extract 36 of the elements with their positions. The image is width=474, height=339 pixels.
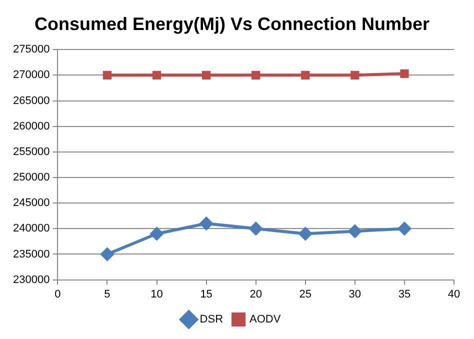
y-tick-label: 240000 [12,222,50,235]
y-tick-label: 255000 [12,146,50,158]
point [398,222,411,236]
point [152,70,162,80]
y-tick-label: 270000 [12,69,50,82]
y-tick-label: 245000 [12,197,50,210]
y-tick-label: 275000 [12,44,50,56]
point [249,222,262,236]
x-tick-label: 10 [150,288,163,300]
y-tick-label: 230000 [12,274,50,286]
point [150,227,164,240]
x-tick-label: 30 [348,288,362,300]
x-tick-label: 20 [250,288,262,300]
point [298,227,312,240]
x-tick-label: 5 [104,288,110,300]
point [102,70,112,80]
point [202,70,211,80]
x-tick-label: 35 [398,288,411,300]
x-tick-label: 40 [448,288,460,300]
point [252,70,260,80]
chart-title: Consumed Energy(Mj) Vs Connection Number [34,14,430,34]
point [350,70,360,80]
point [301,70,310,80]
y-tick-label: 235000 [12,248,50,260]
point [200,217,213,230]
legend-label: AODV [250,314,282,326]
y-tick-label: 260000 [12,120,50,132]
y-tick-label: 250000 [12,172,50,184]
x-tick-label: 0 [54,288,61,300]
point [400,69,409,78]
legend-label: DSR [200,314,224,326]
x-tick-label: 25 [299,288,312,300]
y-tick-label: 265000 [12,94,50,107]
x-tick-label: 15 [200,288,212,300]
point [348,224,362,238]
point [100,248,114,261]
